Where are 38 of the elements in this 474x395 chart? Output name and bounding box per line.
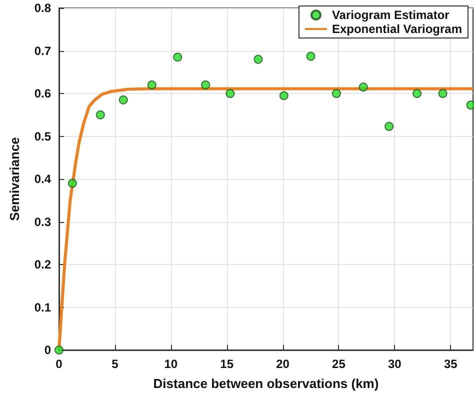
y-tick-label: 0.6 — [34, 86, 52, 100]
point — [201, 80, 210, 90]
x-tick-label: 5 — [112, 357, 119, 371]
y-tick-label: 0.7 — [34, 44, 52, 58]
point — [306, 52, 316, 61]
x-tick-label: 25 — [332, 357, 346, 371]
point — [384, 122, 394, 131]
x-tick-label: 10 — [164, 357, 178, 371]
point — [254, 54, 263, 64]
point — [68, 178, 77, 188]
legend-label: Exponential Variogram — [332, 22, 462, 36]
x-tick-label: 15 — [220, 357, 234, 371]
y-tick-label: 0.5 — [34, 129, 52, 144]
y-tick-label: 0 — [44, 343, 52, 357]
point — [332, 89, 341, 98]
point — [279, 91, 288, 100]
point — [358, 82, 368, 92]
x-tick-label: 30 — [388, 357, 402, 371]
x-tick-label: 0 — [56, 357, 63, 371]
x-axis-title: Distance between observations (km) — [153, 376, 379, 391]
point — [173, 52, 182, 62]
x-tick-label: 20 — [276, 357, 290, 371]
y-tick-label: 0.8 — [34, 1, 52, 15]
x-tick-label: 35 — [444, 357, 458, 371]
y-tick-label: 0.4 — [34, 172, 52, 186]
y-tick-label: 0.2 — [34, 258, 52, 272]
point — [147, 80, 156, 90]
point — [466, 100, 474, 110]
legend-label: Variogram Estimator — [332, 8, 450, 22]
point — [226, 89, 235, 98]
point — [118, 95, 128, 104]
point — [438, 89, 448, 98]
y-tick-label: 0.1 — [34, 300, 52, 314]
y-axis-title: Semivariance — [7, 137, 22, 221]
point — [54, 346, 64, 354]
point — [96, 110, 105, 120]
point — [412, 89, 422, 98]
y-tick-label: 0.3 — [34, 214, 52, 229]
